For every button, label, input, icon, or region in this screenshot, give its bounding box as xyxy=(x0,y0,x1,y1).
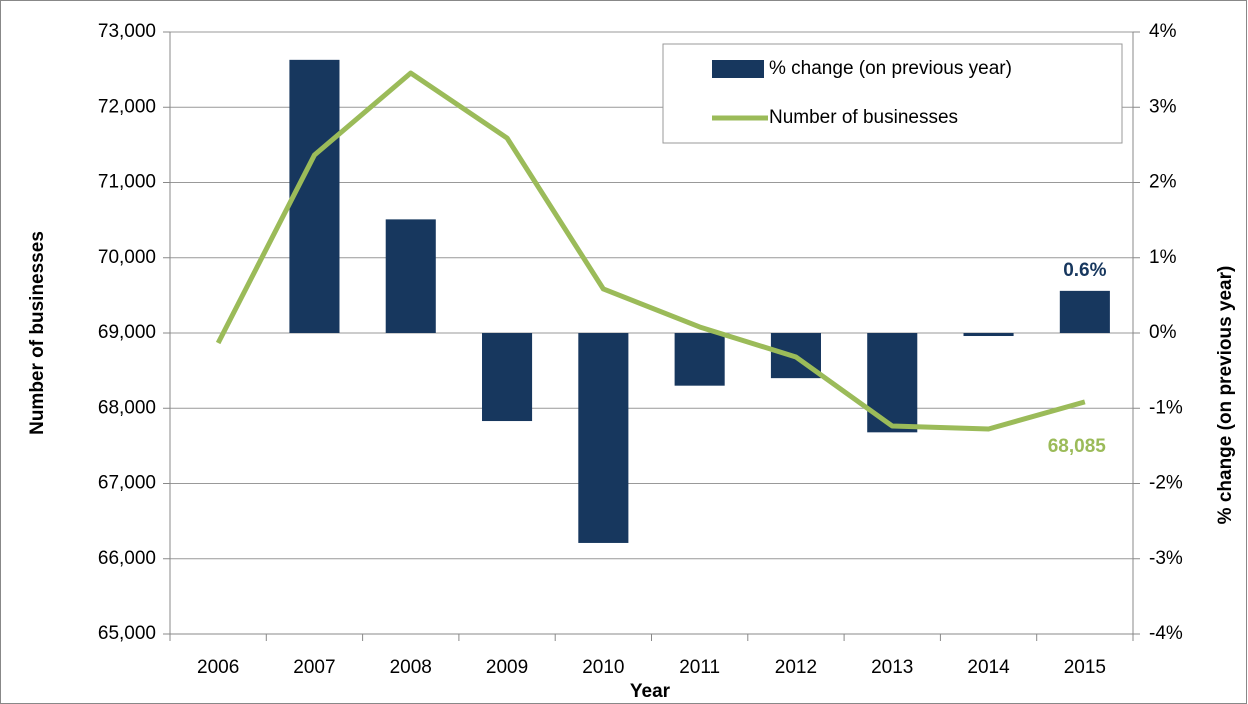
data-label: 68,085 xyxy=(1048,436,1107,457)
y-tick-label: 66,000 xyxy=(98,548,156,569)
y-tick-label: 65,000 xyxy=(98,623,156,644)
bar xyxy=(674,333,725,386)
x-tick-label: 2011 xyxy=(679,657,720,678)
legend-label: Number of businesses xyxy=(769,107,958,128)
y2-tick-label: -3% xyxy=(1149,548,1183,569)
x-tick-label: 2008 xyxy=(390,657,432,678)
bar xyxy=(578,333,629,543)
bar xyxy=(482,333,533,422)
x-axis-title: Year xyxy=(630,681,671,702)
bar xyxy=(1059,290,1110,333)
line xyxy=(215,70,1086,432)
bar xyxy=(963,333,1014,337)
x-tick-label: 2014 xyxy=(967,657,1010,678)
y-tick-label: 67,000 xyxy=(98,473,156,494)
legend-label: % change (on previous year) xyxy=(769,58,1012,79)
legend-swatch xyxy=(712,60,764,78)
bar xyxy=(385,219,436,333)
y2-tick-label: 2% xyxy=(1149,172,1177,193)
y-tick-label: 69,000 xyxy=(98,322,156,343)
y2-tick-label: 0% xyxy=(1149,322,1177,343)
y2-tick-label: 4% xyxy=(1149,21,1177,42)
y-tick-label: 73,000 xyxy=(98,21,156,42)
x-tick-label: 2012 xyxy=(775,657,817,678)
y-tick-label: 71,000 xyxy=(98,172,156,193)
x-tick-label: 2010 xyxy=(582,657,624,678)
x-tick-label: 2009 xyxy=(486,657,528,678)
y2-tick-label: 3% xyxy=(1149,96,1177,117)
y-tick-label: 72,000 xyxy=(98,96,156,117)
y2-tick-label: -2% xyxy=(1149,473,1183,494)
y2-tick-label: -1% xyxy=(1149,397,1183,418)
x-tick-label: 2015 xyxy=(1064,657,1106,678)
x-tick-label: 2013 xyxy=(871,657,913,678)
y2-axis-title: % change (on previous year) xyxy=(1215,266,1236,525)
y2-tick-label: 1% xyxy=(1149,247,1177,268)
x-tick-label: 2006 xyxy=(197,657,239,678)
y2-tick-label: -4% xyxy=(1149,623,1183,644)
y-tick-label: 68,000 xyxy=(98,397,156,418)
bar xyxy=(867,333,918,433)
bar xyxy=(289,59,340,333)
y-tick-label: 70,000 xyxy=(98,247,156,268)
x-tick-label: 2007 xyxy=(293,657,335,678)
data-label: 0.6% xyxy=(1063,260,1106,281)
y-axis-title: Number of businesses xyxy=(27,231,48,435)
